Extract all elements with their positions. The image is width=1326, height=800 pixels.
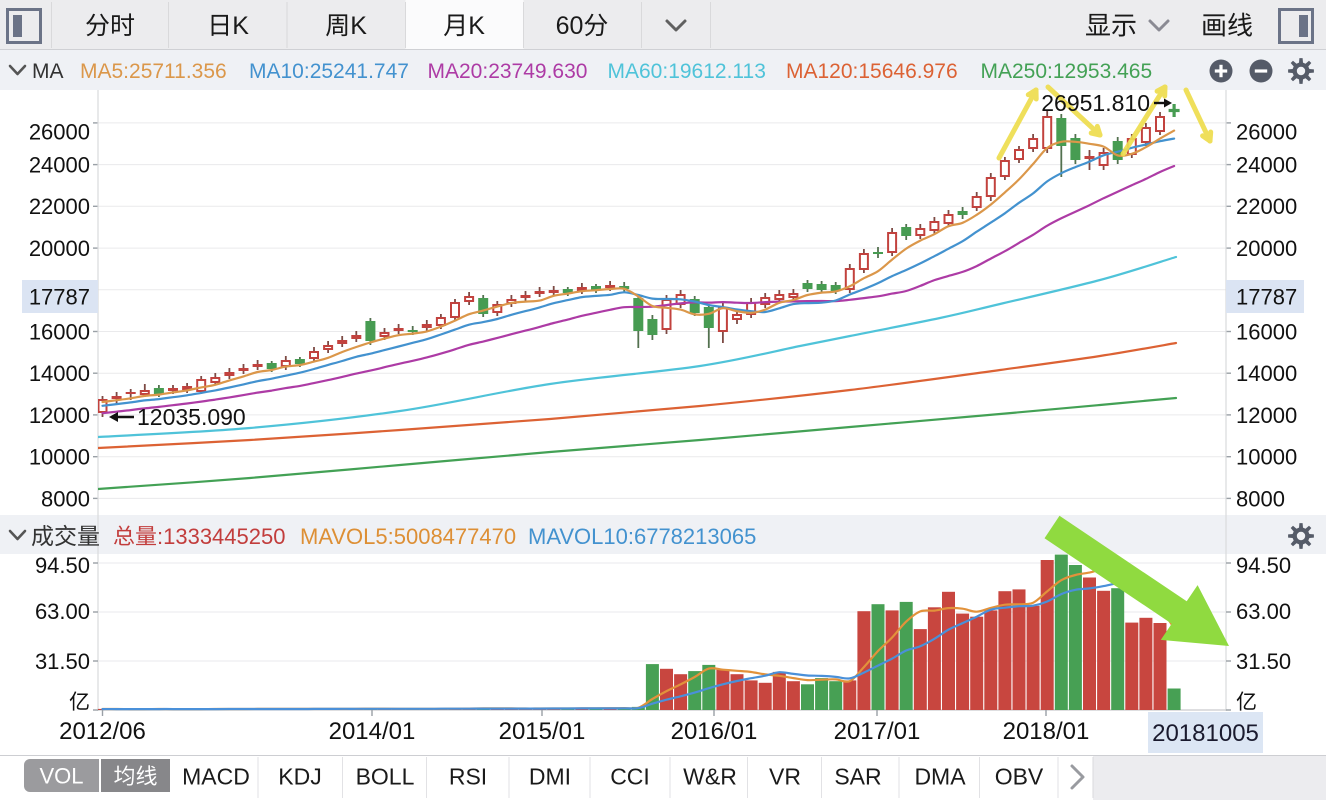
svg-text:26000: 26000	[29, 119, 90, 144]
svg-text:22000: 22000	[1236, 194, 1297, 219]
svg-text:MA20:23749.630: MA20:23749.630	[428, 60, 588, 83]
svg-text:26000: 26000	[1236, 119, 1297, 144]
svg-text:K: K	[232, 12, 249, 40]
svg-text:W&R: W&R	[683, 763, 737, 789]
svg-text:2015/01: 2015/01	[499, 718, 586, 745]
svg-text:31.50: 31.50	[35, 649, 90, 674]
svg-text:2014/01: 2014/01	[329, 718, 416, 745]
svg-text:MAVOL5:5008477470: MAVOL5:5008477470	[300, 524, 516, 549]
svg-text:2018/01: 2018/01	[1003, 718, 1090, 745]
svg-text:MA: MA	[32, 60, 64, 83]
svg-text:VR: VR	[769, 763, 801, 789]
svg-text:24000: 24000	[1236, 153, 1297, 178]
svg-text:63.00: 63.00	[35, 599, 90, 624]
svg-text:KDJ: KDJ	[278, 763, 321, 789]
svg-text:12035.090: 12035.090	[137, 404, 246, 430]
svg-text:17787: 17787	[1236, 284, 1297, 309]
svg-text:16000: 16000	[1236, 319, 1297, 344]
svg-text:2017/01: 2017/01	[834, 718, 921, 745]
svg-text:MA10:25241.747: MA10:25241.747	[249, 60, 409, 83]
svg-text:RSI: RSI	[449, 763, 487, 789]
svg-text:MA120:15646.976: MA120:15646.976	[786, 60, 958, 83]
svg-text:MAVOL10:6778213065: MAVOL10:6778213065	[528, 524, 756, 549]
svg-text:26951.810: 26951.810	[1041, 90, 1150, 116]
svg-text:DMA: DMA	[914, 763, 966, 789]
svg-text:OBV: OBV	[995, 763, 1044, 789]
svg-text::1333445250: :1333445250	[157, 524, 285, 549]
svg-text:63.00: 63.00	[1236, 599, 1291, 624]
svg-text:20000: 20000	[1236, 236, 1297, 261]
svg-text:12000: 12000	[29, 403, 90, 428]
svg-text:MA5:25711.356: MA5:25711.356	[80, 60, 227, 83]
svg-text:16000: 16000	[29, 319, 90, 344]
svg-text:VOL: VOL	[39, 764, 83, 789]
svg-text:10000: 10000	[29, 445, 90, 470]
svg-text:K: K	[468, 12, 485, 40]
svg-text:24000: 24000	[29, 153, 90, 178]
svg-text:94.50: 94.50	[1236, 553, 1291, 578]
svg-text:20000: 20000	[29, 236, 90, 261]
svg-text:22000: 22000	[29, 194, 90, 219]
svg-text:CCI: CCI	[610, 763, 650, 789]
svg-text:MA250:12953.465: MA250:12953.465	[981, 60, 1153, 83]
svg-text:BOLL: BOLL	[356, 763, 415, 789]
svg-text:DMI: DMI	[529, 763, 571, 789]
svg-text:2012/06: 2012/06	[59, 718, 146, 745]
svg-text:SAR: SAR	[834, 763, 881, 789]
svg-text:MACD: MACD	[182, 763, 250, 789]
svg-text:8000: 8000	[1236, 486, 1285, 511]
svg-text:60: 60	[556, 12, 584, 40]
svg-text:MA60:19612.113: MA60:19612.113	[608, 60, 766, 83]
svg-text:14000: 14000	[29, 361, 90, 386]
svg-text:12000: 12000	[1236, 403, 1297, 428]
svg-text:2016/01: 2016/01	[671, 718, 758, 745]
svg-text:10000: 10000	[1236, 445, 1297, 470]
svg-text:8000: 8000	[41, 486, 90, 511]
svg-text:20181005: 20181005	[1152, 720, 1259, 747]
svg-text:17787: 17787	[29, 284, 90, 309]
svg-text:14000: 14000	[1236, 361, 1297, 386]
svg-text:K: K	[350, 12, 367, 40]
svg-text:31.50: 31.50	[1236, 649, 1291, 674]
svg-text:94.50: 94.50	[35, 553, 90, 578]
